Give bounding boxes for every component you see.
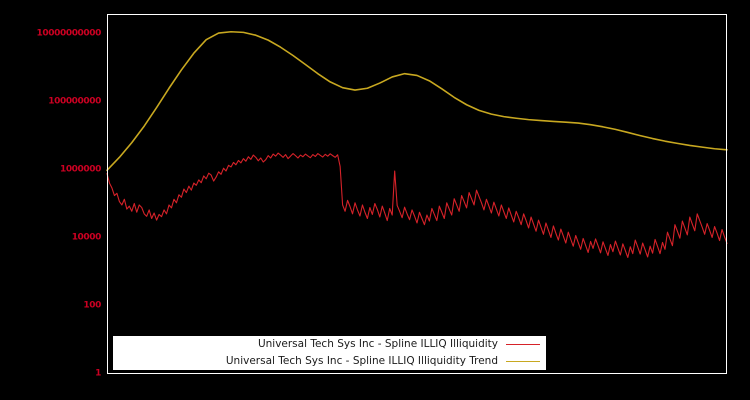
y-axis-tick-label: 1000000: [59, 164, 101, 175]
legend-item-label: Universal Tech Sys Inc - Spline ILLIQ Il…: [225, 355, 498, 368]
legend-item-label: Universal Tech Sys Inc - Spline ILLIQ Il…: [257, 338, 498, 351]
legend-color-swatch: [506, 361, 540, 362]
series-line-illiquidity: [106, 152, 728, 259]
legend-item[interactable]: Universal Tech Sys Inc - Spline ILLIQ Il…: [113, 336, 546, 353]
legend-item[interactable]: Universal Tech Sys Inc - Spline ILLIQ Il…: [113, 353, 546, 370]
chart-legend[interactable]: Universal Tech Sys Inc - Spline ILLIQ Il…: [113, 336, 546, 370]
y-axis-tick-label: 10000000000: [36, 28, 102, 39]
series-layer: [106, 30, 728, 259]
plot-frame-border: [107, 14, 727, 374]
y-axis-tick-label: 10000: [71, 232, 102, 243]
series-line-illiquidity-trend: [106, 30, 728, 172]
plot-area-background: [107, 14, 727, 374]
y-axis-tick-label: 100: [83, 300, 101, 311]
y-axis-tick-label: 100000000: [48, 96, 101, 107]
legend-color-swatch: [506, 344, 540, 345]
y-axis-tick-label: 1: [95, 368, 101, 379]
